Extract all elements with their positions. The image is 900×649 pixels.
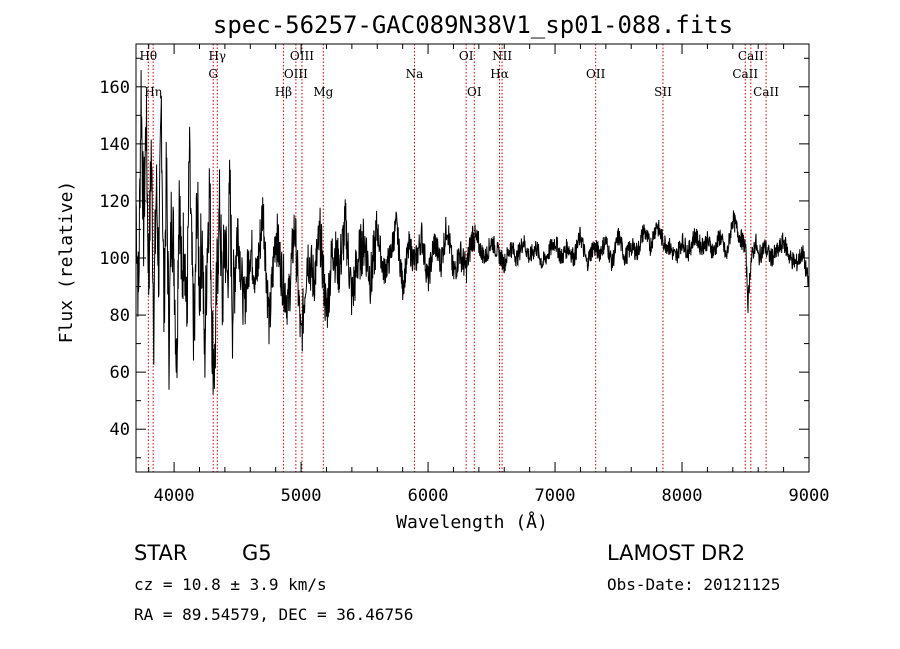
x-axis-label: Wavelength (Å) [396, 511, 548, 533]
plot-frame [135, 43, 810, 473]
line-label-15: CaII [738, 49, 764, 63]
x-tick-label-4: 8000 [662, 486, 703, 506]
line-label-0: Hθ [139, 49, 157, 63]
emission-line-labels: Hθ Hη Hγ G Hβ OIII OIII Mg Na OI OI NII Hα OII SII CaII… [139, 49, 779, 99]
coordinates: RA = 89.54579, DEC = 36.46756 [134, 605, 413, 624]
object-subclass: G5 [242, 541, 272, 565]
spectrum-series-line [135, 70, 810, 395]
x-tick-label-5: 9000 [789, 486, 830, 506]
line-label-12: Hα [490, 67, 509, 81]
survey-name: LAMOST DR2 [607, 541, 745, 565]
y-tick-label-0: 40 [110, 420, 130, 440]
line-label-10: OI [467, 85, 482, 99]
line-label-7: Mg [313, 85, 333, 99]
line-label-14: SII [654, 85, 672, 99]
x-tick-label-0: 4000 [154, 486, 195, 506]
line-label-17: CaII [753, 85, 779, 99]
line-label-1: Hη [144, 85, 162, 99]
y-tick-label-6: 160 [99, 78, 130, 98]
x-tick-label-2: 6000 [408, 486, 449, 506]
redshift-info: cz = 10.8 ± 3.9 km/s [134, 575, 327, 594]
line-label-5: OIII [290, 49, 314, 63]
line-label-6: OIII [284, 67, 308, 81]
x-tick-label-3: 7000 [535, 486, 576, 506]
line-label-13: OII [586, 67, 606, 81]
line-label-9: OI [459, 49, 474, 63]
line-label-2: Hγ [208, 49, 226, 63]
x-axis: 4000 5000 6000 7000 8000 9000 [148, 44, 830, 506]
line-label-16: CaII [732, 67, 758, 81]
line-label-4: Hβ [275, 85, 292, 99]
chart-title: spec-56257-GAC089N38V1_sp01-088.fits [213, 11, 733, 39]
line-label-11: NII [492, 49, 512, 63]
y-tick-label-3: 100 [99, 249, 130, 269]
x-tick-label-1: 5000 [281, 486, 322, 506]
y-axis: 40 60 80 100 120 140 160 [99, 57, 809, 459]
y-tick-label-4: 120 [99, 192, 130, 212]
y-tick-label-2: 80 [110, 306, 130, 326]
object-class: STAR [134, 541, 187, 565]
y-tick-label-5: 140 [99, 135, 130, 155]
line-label-8: Na [406, 67, 424, 81]
line-label-3: G [208, 67, 218, 81]
obs-date: Obs-Date: 20121125 [607, 575, 780, 594]
y-axis-label: Flux (relative) [56, 181, 77, 344]
y-tick-label-1: 60 [110, 363, 130, 383]
